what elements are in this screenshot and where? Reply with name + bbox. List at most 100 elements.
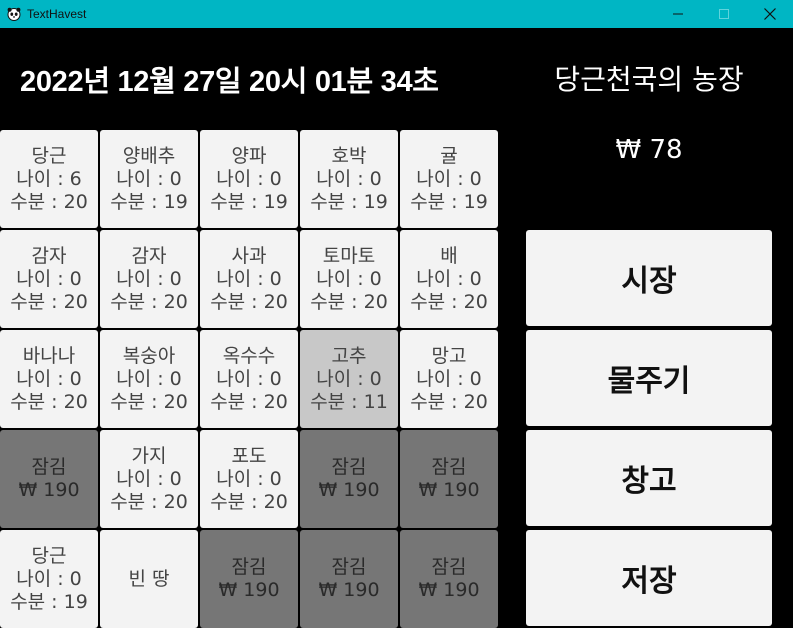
- crop-water: 수분 : 20: [10, 290, 88, 313]
- crop-age: 나이 : 6: [16, 167, 82, 190]
- plot-unlock-price: ₩ 190: [318, 579, 380, 601]
- crop-plot[interactable]: 바나나 나이 : 0 수분 : 20: [0, 330, 98, 428]
- crop-water: 수분 : 20: [110, 290, 188, 313]
- plot-unlock-price: ₩ 190: [318, 479, 380, 501]
- crop-age: 나이 : 0: [316, 167, 382, 190]
- crop-water: 수분 : 20: [410, 390, 488, 413]
- crop-plot[interactable]: 복숭아 나이 : 0 수분 : 20: [100, 330, 198, 428]
- crop-water: 수분 : 20: [210, 490, 288, 513]
- crop-plot[interactable]: 감자 나이 : 0 수분 : 20: [100, 230, 198, 328]
- locked-plot[interactable]: 잠김 ₩ 190: [300, 430, 398, 528]
- crop-plot[interactable]: 배 나이 : 0 수분 : 20: [400, 230, 498, 328]
- menu-panel: 시장 물주기 창고 저장: [526, 230, 772, 626]
- crop-plot[interactable]: 포도 나이 : 0 수분 : 20: [200, 430, 298, 528]
- crop-name: 감자: [31, 244, 67, 267]
- minimize-button[interactable]: [655, 0, 701, 28]
- crop-water: 수분 : 20: [110, 490, 188, 513]
- crop-name: 배: [440, 244, 458, 267]
- crop-plot[interactable]: 양배추 나이 : 0 수분 : 19: [100, 130, 198, 228]
- crop-age: 나이 : 0: [316, 367, 382, 390]
- farm-name: 당근천국의 농장: [554, 63, 744, 96]
- crop-water: 수분 : 20: [210, 390, 288, 413]
- money-display: ₩ 78: [615, 135, 683, 165]
- crop-age: 나이 : 0: [116, 367, 182, 390]
- title-bar[interactable]: TextHavest: [0, 0, 793, 28]
- plot-unlock-price: ₩ 190: [18, 479, 80, 501]
- crop-age: 나이 : 0: [216, 367, 282, 390]
- empty-plot[interactable]: 빈 땅: [100, 530, 198, 628]
- plot-empty-label: 빈 땅: [128, 567, 170, 590]
- crop-plot[interactable]: 당근 나이 : 0 수분 : 19: [0, 530, 98, 628]
- panda-icon: [7, 7, 21, 21]
- locked-plot[interactable]: 잠김 ₩ 190: [300, 530, 398, 628]
- crop-age: 나이 : 0: [116, 467, 182, 490]
- crop-water: 수분 : 19: [210, 190, 288, 213]
- maximize-button[interactable]: [701, 0, 747, 28]
- maximize-icon: [719, 9, 729, 19]
- crop-plot[interactable]: 사과 나이 : 0 수분 : 20: [200, 230, 298, 328]
- crop-water: 수분 : 20: [10, 190, 88, 213]
- crop-name: 포도: [231, 444, 267, 467]
- locked-plot[interactable]: 잠김 ₩ 190: [200, 530, 298, 628]
- locked-plot[interactable]: 잠김 ₩ 190: [400, 430, 498, 528]
- crop-plot[interactable]: 양파 나이 : 0 수분 : 19: [200, 130, 298, 228]
- crop-name: 양배추: [122, 144, 176, 167]
- crop-name: 고추: [331, 344, 367, 367]
- plot-locked-label: 잠김: [431, 556, 467, 578]
- crop-water: 수분 : 20: [10, 390, 88, 413]
- crop-name: 호박: [331, 144, 367, 167]
- crop-age: 나이 : 0: [16, 567, 82, 590]
- crop-name: 감자: [131, 244, 167, 267]
- plot-unlock-price: ₩ 190: [218, 579, 280, 601]
- crop-name: 당근: [31, 144, 67, 167]
- plot-locked-label: 잠김: [331, 556, 367, 578]
- plot-locked-label: 잠김: [331, 456, 367, 478]
- crop-water: 수분 : 19: [410, 190, 488, 213]
- crop-name: 바나나: [22, 344, 76, 367]
- crop-age: 나이 : 0: [316, 267, 382, 290]
- crop-plot[interactable]: 귤 나이 : 0 수분 : 19: [400, 130, 498, 228]
- plot-locked-label: 잠김: [231, 556, 267, 578]
- crop-water: 수분 : 19: [310, 190, 388, 213]
- crop-plot[interactable]: 망고 나이 : 0 수분 : 20: [400, 330, 498, 428]
- crop-name: 당근: [31, 544, 67, 567]
- plot-locked-label: 잠김: [431, 456, 467, 478]
- plot-locked-label: 잠김: [31, 456, 67, 478]
- window-controls: [655, 0, 793, 28]
- crop-name: 사과: [231, 244, 267, 267]
- market-button[interactable]: 시장: [526, 230, 772, 326]
- storage-button[interactable]: 창고: [526, 430, 772, 526]
- crop-water: 수분 : 20: [210, 290, 288, 313]
- crop-water: 수분 : 11: [310, 390, 388, 413]
- water-button[interactable]: 물주기: [526, 330, 772, 426]
- crop-age: 나이 : 0: [116, 167, 182, 190]
- crop-plot[interactable]: 토마토 나이 : 0 수분 : 20: [300, 230, 398, 328]
- minimize-icon: [673, 13, 683, 15]
- crop-plot[interactable]: 감자 나이 : 0 수분 : 20: [0, 230, 98, 328]
- close-icon: [764, 8, 776, 20]
- crop-name: 복숭아: [122, 344, 176, 367]
- crop-water: 수분 : 20: [110, 390, 188, 413]
- crop-plot[interactable]: 당근 나이 : 6 수분 : 20: [0, 130, 98, 228]
- crop-plot[interactable]: 가지 나이 : 0 수분 : 20: [100, 430, 198, 528]
- window-title: TextHavest: [27, 7, 87, 21]
- crop-water: 수분 : 20: [410, 290, 488, 313]
- crop-age: 나이 : 0: [216, 467, 282, 490]
- crop-age: 나이 : 0: [416, 367, 482, 390]
- crop-age: 나이 : 0: [416, 267, 482, 290]
- close-button[interactable]: [747, 0, 793, 28]
- crop-name: 망고: [431, 344, 467, 367]
- game-clock: 2022년 12월 27일 20시 01분 34초: [20, 66, 439, 98]
- locked-plot[interactable]: 잠김 ₩ 190: [400, 530, 498, 628]
- save-button[interactable]: 저장: [526, 530, 772, 626]
- crop-plot-selected[interactable]: 고추 나이 : 0 수분 : 11: [300, 330, 398, 428]
- crop-plot[interactable]: 옥수수 나이 : 0 수분 : 20: [200, 330, 298, 428]
- crop-water: 수분 : 20: [310, 290, 388, 313]
- crop-plot[interactable]: 호박 나이 : 0 수분 : 19: [300, 130, 398, 228]
- crop-age: 나이 : 0: [216, 167, 282, 190]
- locked-plot[interactable]: 잠김 ₩ 190: [0, 430, 98, 528]
- crop-age: 나이 : 0: [216, 267, 282, 290]
- plot-unlock-price: ₩ 190: [418, 579, 480, 601]
- crop-name: 토마토: [322, 244, 376, 267]
